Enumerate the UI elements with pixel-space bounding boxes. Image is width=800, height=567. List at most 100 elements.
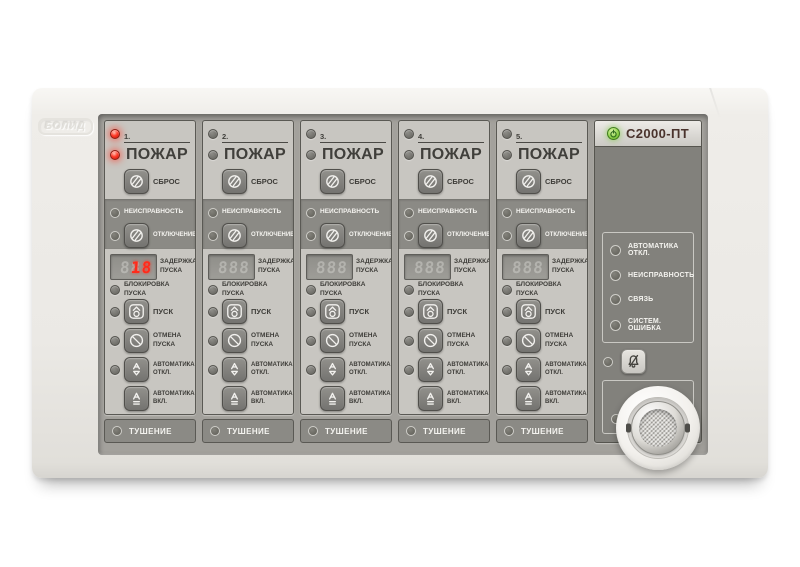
fault-led (610, 270, 621, 281)
indicator-row: СВЯЗЬ (610, 294, 686, 305)
auto-off-led (110, 364, 120, 375)
letter-a-arrow-down-icon (426, 362, 435, 376)
blocking-label: БЛОКИРОВКА ПУСКА (320, 281, 366, 297)
extinguishing-led (112, 426, 122, 436)
delay-display: 888 (208, 253, 255, 280)
start-label: ПУСК (153, 306, 174, 316)
delay-ghost-digits: 888 (315, 257, 349, 277)
double-slash-circle-icon (228, 229, 241, 242)
letter-a-underline-icon (426, 392, 435, 405)
start-button[interactable] (418, 299, 443, 324)
cancel-label: ОТМЕНА ПУСКА (153, 332, 182, 348)
auto-on-button[interactable] (124, 386, 149, 411)
fire-led (110, 150, 120, 160)
fault-section: НЕИСПРАВНОСТЬ ОТКЛЮЧЕНИЕ (497, 199, 587, 249)
reset-button[interactable] (516, 169, 541, 194)
extinguishing-bar: ТУШЕНИЕ (300, 419, 392, 443)
auto-on-button[interactable] (516, 386, 541, 411)
auto-off-button[interactable] (222, 357, 247, 382)
disable-button[interactable] (320, 223, 345, 248)
auto-off-label: АВТОМАТИКА ОТКЛ. (349, 362, 391, 376)
panel-face: 1. ПОЖАР СБРОС НЕИСПРАВНОСТЬ (98, 114, 708, 455)
launch-icon (129, 304, 144, 319)
status-spacer (602, 147, 694, 232)
fire-led (208, 150, 218, 160)
start-button[interactable] (222, 299, 247, 324)
zone-number: 4. (418, 132, 425, 141)
fire-led (404, 150, 414, 160)
fault-led (306, 207, 316, 218)
cancel-button[interactable] (124, 328, 149, 353)
auto-on-button[interactable] (222, 386, 247, 411)
start-button[interactable] (320, 299, 345, 324)
disable-button[interactable] (124, 223, 149, 248)
status-column: С2000-ПТ АВТОМАТИКА ОТКЛ. НЕИСПРАВНОСТЬ (594, 120, 702, 443)
speaker-seat (627, 397, 689, 459)
auto-on-button[interactable] (418, 386, 443, 411)
auto-on-label: АВТОМАТИКА ВКЛ. (251, 391, 293, 405)
reset-button[interactable] (320, 169, 345, 194)
speaker-grille-icon (639, 409, 677, 447)
fault-label: НЕИСПРАВНОСТЬ (222, 208, 282, 216)
blocking-led (404, 284, 414, 295)
extinguishing-led (308, 426, 318, 436)
disable-button[interactable] (222, 223, 247, 248)
start-button[interactable] (124, 299, 149, 324)
auto-off-button[interactable] (320, 357, 345, 382)
auto-off-led (208, 364, 218, 375)
disable-button[interactable] (418, 223, 443, 248)
disable-label: ОТКЛЮЧЕНИЕ (545, 231, 588, 238)
extinguishing-bar: ТУШЕНИЕ (202, 419, 294, 443)
speaker-ring (631, 401, 685, 455)
mute-button[interactable] (621, 349, 646, 374)
fire-label: ПОЖАР (322, 146, 384, 163)
auto-off-label: АВТОМАТИКА ОТКЛ. (153, 362, 195, 376)
letter-a-arrow-down-icon (132, 362, 141, 376)
cancel-led (208, 335, 218, 346)
reset-label: СБРОС (545, 176, 572, 186)
reset-button[interactable] (418, 169, 443, 194)
start-button[interactable] (516, 299, 541, 324)
disable-button[interactable] (516, 223, 541, 248)
delay-label: ЗАДЕРЖКА ПУСКА (454, 258, 490, 274)
extinguishing-bar: ТУШЕНИЕ (104, 419, 196, 443)
auto-off-button[interactable] (516, 357, 541, 382)
double-slash-circle-icon (326, 229, 339, 242)
zone-column: 2. ПОЖАР СБРОС НЕИСПРАВНОСТЬ (202, 120, 294, 443)
delay-label: ЗАДЕРЖКА ПУСКА (258, 258, 294, 274)
auto-off-button[interactable] (418, 357, 443, 382)
start-label: ПУСК (545, 306, 566, 316)
double-slash-circle-icon (522, 175, 535, 188)
automatics-off-label: АВТОМАТИКА ОТКЛ. (628, 243, 679, 257)
cancel-button[interactable] (418, 328, 443, 353)
cancel-label: ОТМЕНА ПУСКА (251, 332, 280, 348)
cancel-button[interactable] (320, 328, 345, 353)
reset-button[interactable] (124, 169, 149, 194)
model-title: С2000-ПТ (625, 126, 690, 141)
panel-device: БОЛИД 1. ПОЖАР (32, 88, 768, 478)
cancel-button[interactable] (222, 328, 247, 353)
disable-label: ОТКЛЮЧЕНИЕ (251, 231, 294, 238)
reset-button[interactable] (222, 169, 247, 194)
start-led (404, 306, 414, 317)
blocking-label: БЛОКИРОВКА ПУСКА (516, 281, 562, 297)
letter-a-arrow-down-icon (230, 362, 239, 376)
indicator-row: АВТОМАТИКА ОТКЛ. (610, 243, 686, 257)
disable-label: ОТКЛЮЧЕНИЕ (349, 231, 392, 238)
auto-on-button[interactable] (320, 386, 345, 411)
zone-column: 5. ПОЖАР СБРОС НЕИСПРАВНОСТЬ (496, 120, 588, 443)
system-error-label: СИСТЕМ. ОШИБКА (628, 318, 662, 332)
cancel-button[interactable] (516, 328, 541, 353)
cancel-led (306, 335, 316, 346)
extinguishing-label: ТУШЕНИЕ (325, 426, 368, 436)
fault-led (502, 207, 512, 218)
delay-label: ЗАДЕРЖКА ПУСКА (160, 258, 196, 274)
cancel-label: ОТМЕНА ПУСКА (447, 332, 476, 348)
blocking-led (502, 284, 512, 295)
auto-off-button[interactable] (124, 357, 149, 382)
disable-label: ОТКЛЮЧЕНИЕ (153, 231, 196, 238)
blocking-label: БЛОКИРОВКА ПУСКА (222, 281, 268, 297)
status-header: С2000-ПТ (595, 121, 701, 147)
start-led (502, 306, 512, 317)
fault-label: НЕИСПРАВНОСТЬ (124, 208, 184, 216)
